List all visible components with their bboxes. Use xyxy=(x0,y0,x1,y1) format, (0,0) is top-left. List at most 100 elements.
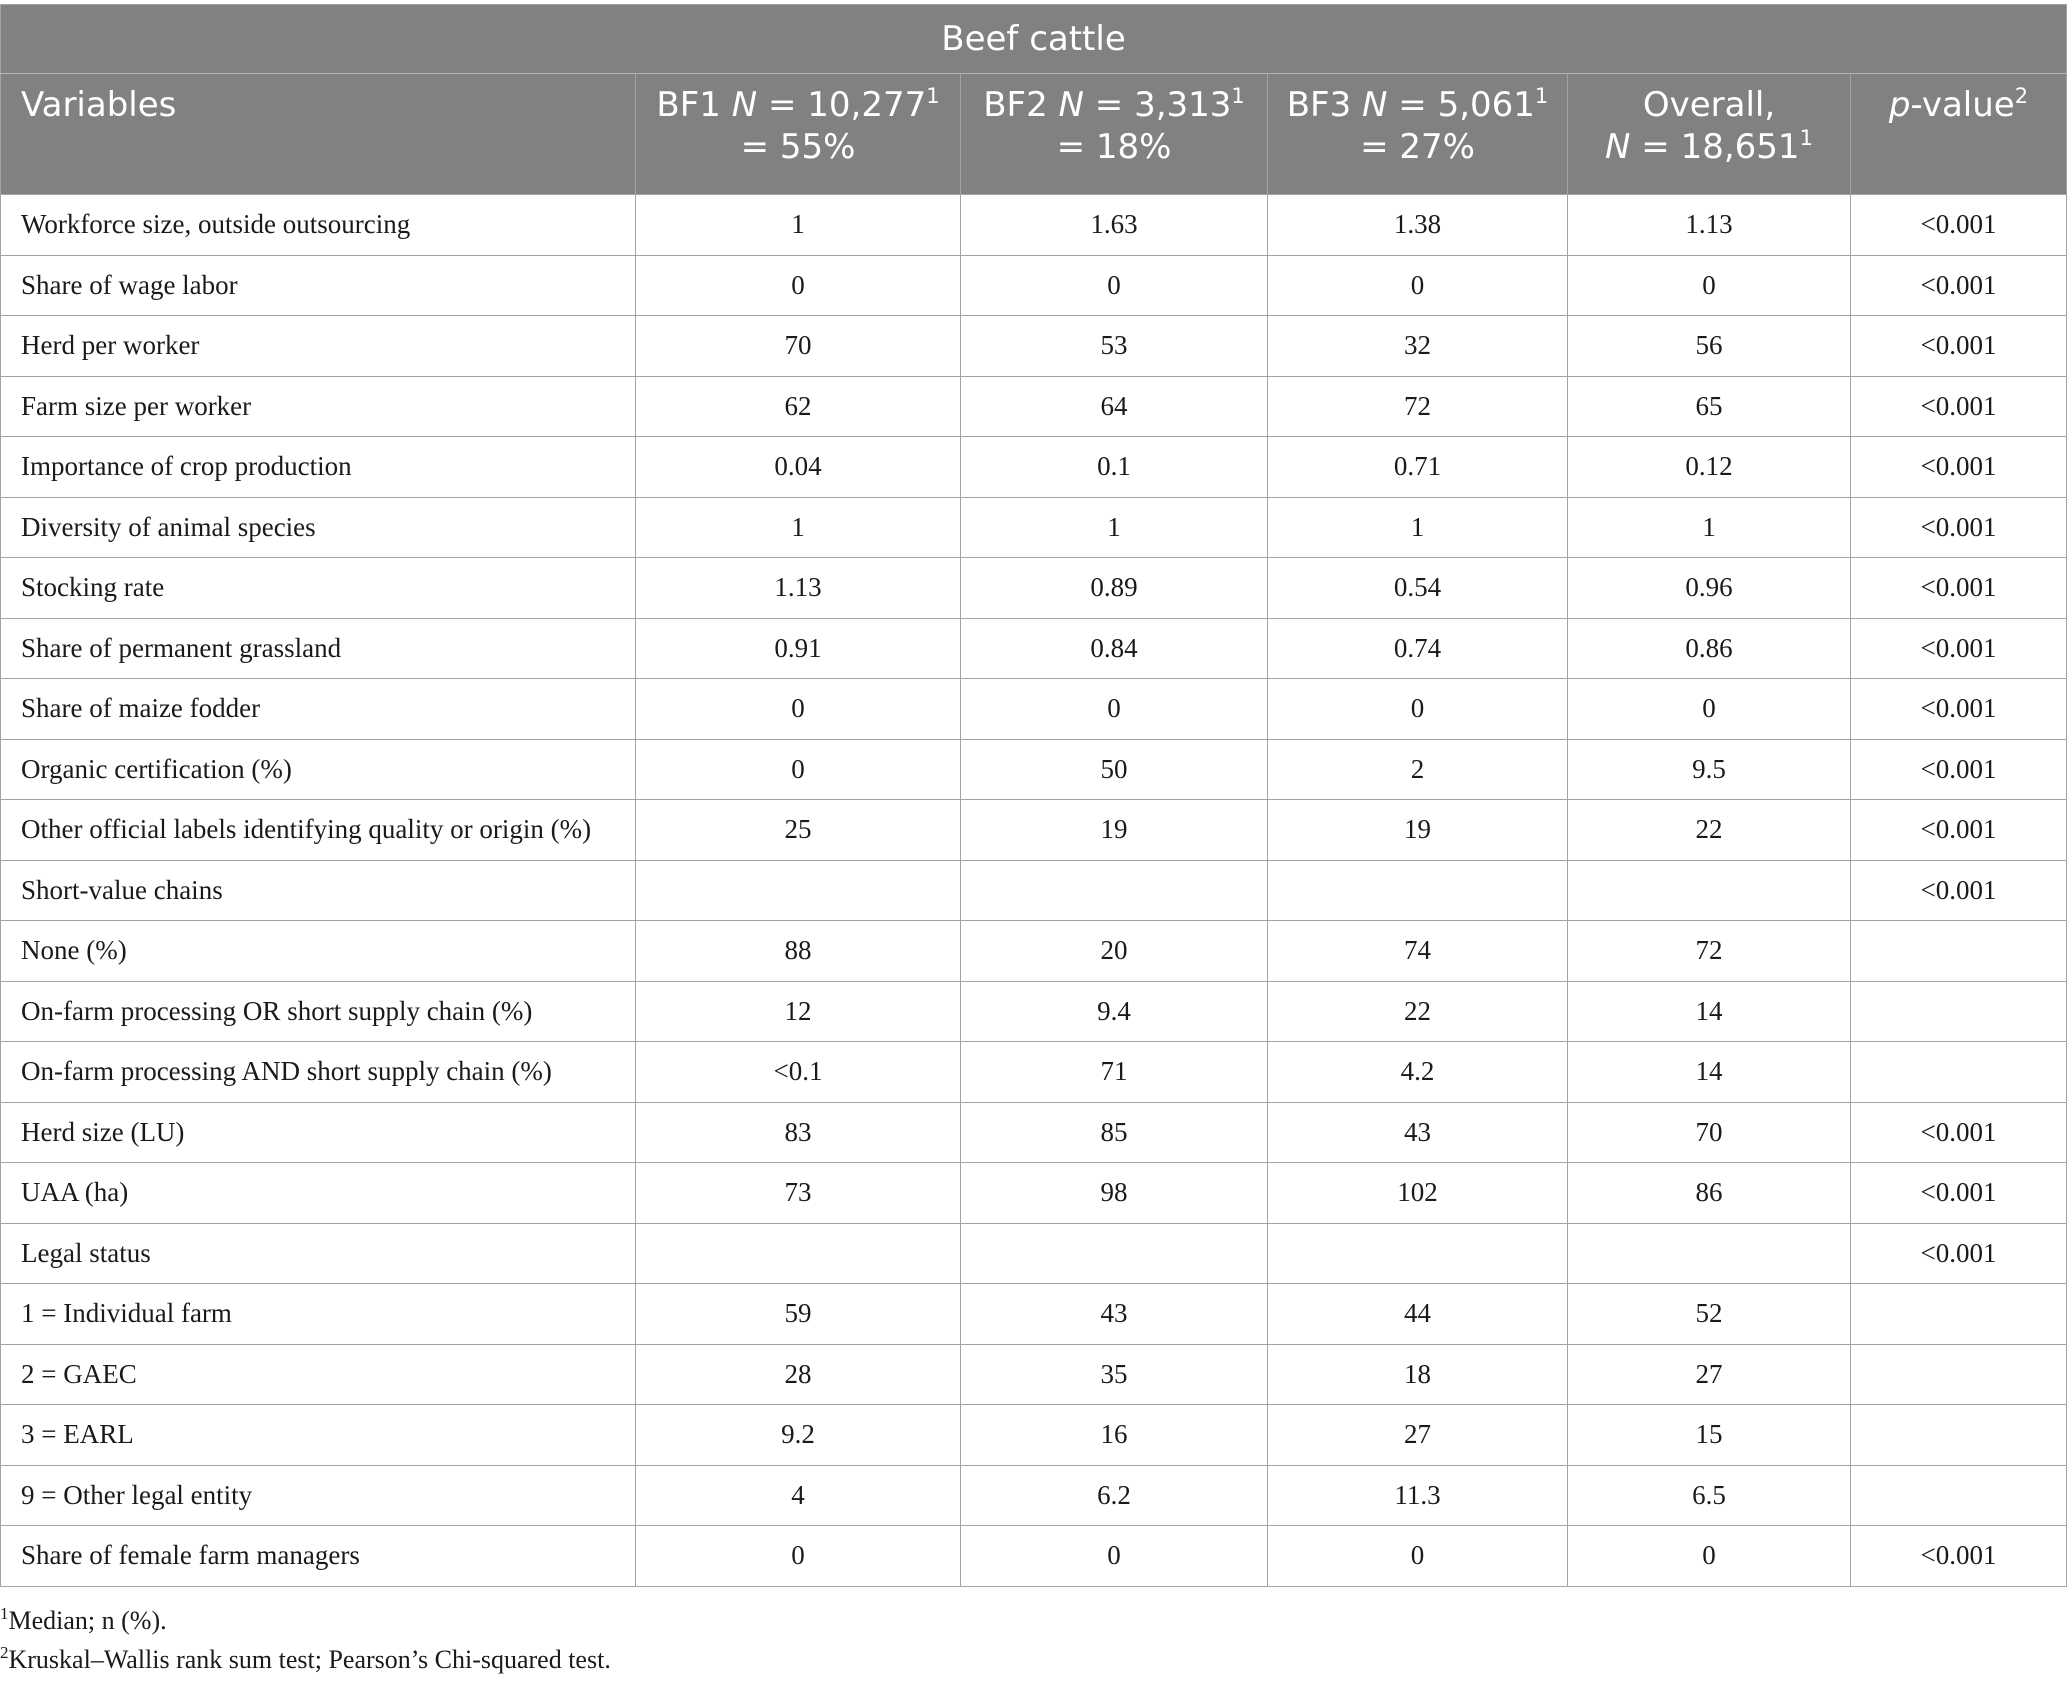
table-row: Share of female farm managers 0 0 0 0 <0.001 xyxy=(0,1525,2067,1587)
cell-bf1: 0 xyxy=(635,738,961,800)
row-label: Share of maize fodder xyxy=(0,678,636,740)
row-label: None (%) xyxy=(0,920,636,982)
cell-bf2: 0 xyxy=(960,678,1268,740)
footnote-mark: 2 xyxy=(0,1643,9,1662)
cell-bf2: 50 xyxy=(960,738,1268,800)
cell-bf3: 44 xyxy=(1267,1283,1568,1345)
cell-bf3: 74 xyxy=(1267,920,1568,982)
row-label: Share of female farm managers xyxy=(0,1525,636,1587)
table-row: Farm size per worker 62 64 72 65 <0.001 xyxy=(0,375,2067,437)
cell-bf2: 19 xyxy=(960,799,1268,861)
cell-overall: 72 xyxy=(1567,920,1851,982)
table-row: Organic certification (%) 0 50 2 9.5 <0.001 xyxy=(0,738,2067,800)
cell-p-value: <0.001 xyxy=(1850,738,2067,800)
cell-bf1: 25 xyxy=(635,799,961,861)
cell-overall: 14 xyxy=(1567,1041,1851,1103)
cell-bf3: 72 xyxy=(1267,375,1568,437)
cell-overall: 52 xyxy=(1567,1283,1851,1345)
table-row: Herd per worker 70 53 32 56 <0.001 xyxy=(0,315,2067,377)
cell-bf3: 18 xyxy=(1267,1343,1568,1405)
header-p-value: p-value2 xyxy=(1850,73,2067,195)
row-label: Herd per worker xyxy=(0,315,636,377)
table-row: Stocking rate 1.13 0.89 0.54 0.96 <0.001 xyxy=(0,557,2067,619)
table-row: Legal status <0.001 xyxy=(0,1222,2067,1284)
table-row: Importance of crop production 0.04 0.1 0.71… xyxy=(0,436,2067,498)
cell-bf3: 19 xyxy=(1267,799,1568,861)
cell-p-value xyxy=(1850,1283,2067,1345)
cell-bf1: 88 xyxy=(635,920,961,982)
cell-bf2: 0 xyxy=(960,254,1268,316)
cell-bf3: 102 xyxy=(1267,1162,1568,1224)
cell-bf3: 32 xyxy=(1267,315,1568,377)
footnote-1: 1Median; n (%). xyxy=(0,1604,167,1636)
row-label: Herd size (LU) xyxy=(0,1101,636,1163)
cell-bf3: 0.74 xyxy=(1267,617,1568,679)
cell-p-value xyxy=(1850,920,2067,982)
cell-overall: 0 xyxy=(1567,1525,1851,1587)
table-row: Share of permanent grassland 0.91 0.84 0.74… xyxy=(0,617,2067,679)
cell-bf2: 71 xyxy=(960,1041,1268,1103)
cell-bf1: 28 xyxy=(635,1343,961,1405)
cell-overall: 14 xyxy=(1567,980,1851,1042)
cell-p-value: <0.001 xyxy=(1850,557,2067,619)
cell-p-value: <0.001 xyxy=(1850,799,2067,861)
row-label: Stocking rate xyxy=(0,557,636,619)
cell-bf1: 73 xyxy=(635,1162,961,1224)
table-container: Beef cattle Variables BF1 N = 10,2771 = 5… xyxy=(0,4,2067,1587)
cell-overall: 0 xyxy=(1567,254,1851,316)
row-label: Legal status xyxy=(0,1222,636,1284)
cell-bf2: 0 xyxy=(960,1525,1268,1587)
footnote-text: Median; n (%). xyxy=(8,1606,167,1635)
table-row: 9 = Other legal entity 4 6.2 11.3 6.5 xyxy=(0,1464,2067,1526)
row-label: Workforce size, outside outsourcing xyxy=(0,194,636,256)
table-row: Share of maize fodder 0 0 0 0 <0.001 xyxy=(0,678,2067,740)
cell-bf3 xyxy=(1267,859,1568,921)
cell-bf1 xyxy=(635,859,961,921)
cell-bf2: 9.4 xyxy=(960,980,1268,1042)
cell-overall xyxy=(1567,1222,1851,1284)
footnote-text: Kruskal–Wallis rank sum test; Pearson’s … xyxy=(8,1645,611,1674)
cell-bf2 xyxy=(960,859,1268,921)
cell-bf3: 0.54 xyxy=(1267,557,1568,619)
row-label: Other official labels identifying qualit… xyxy=(0,799,636,861)
cell-bf2: 6.2 xyxy=(960,1464,1268,1526)
row-label: Importance of crop production xyxy=(0,436,636,498)
row-label: 2 = GAEC xyxy=(0,1343,636,1405)
table-row: Diversity of animal species 1 1 1 1 <0.001 xyxy=(0,496,2067,558)
cell-p-value: <0.001 xyxy=(1850,859,2067,921)
cell-bf3: 0 xyxy=(1267,678,1568,740)
row-label: 9 = Other legal entity xyxy=(0,1464,636,1526)
cell-bf2 xyxy=(960,1222,1268,1284)
cell-bf3: 0.71 xyxy=(1267,436,1568,498)
row-label: UAA (ha) xyxy=(0,1162,636,1224)
cell-p-value: <0.001 xyxy=(1850,436,2067,498)
cell-bf3 xyxy=(1267,1222,1568,1284)
cell-p-value: <0.001 xyxy=(1850,254,2067,316)
cell-bf2: 20 xyxy=(960,920,1268,982)
cell-overall: 0.96 xyxy=(1567,557,1851,619)
cell-bf2: 85 xyxy=(960,1101,1268,1163)
cell-overall: 6.5 xyxy=(1567,1464,1851,1526)
table-row: 3 = EARL 9.2 16 27 15 xyxy=(0,1404,2067,1466)
table-row: Herd size (LU) 83 85 43 70 <0.001 xyxy=(0,1101,2067,1163)
cell-bf1: 9.2 xyxy=(635,1404,961,1466)
header-bf3: BF3 N = 5,0611 = 27% xyxy=(1267,73,1568,195)
row-label: 3 = EARL xyxy=(0,1404,636,1466)
header-variables: Variables xyxy=(0,73,636,195)
table-row: UAA (ha) 73 98 102 86 <0.001 xyxy=(0,1162,2067,1224)
cell-bf1: 1 xyxy=(635,194,961,256)
cell-bf2: 16 xyxy=(960,1404,1268,1466)
footnote-mark: 1 xyxy=(0,1604,9,1623)
cell-bf1: 1.13 xyxy=(635,557,961,619)
cell-overall: 27 xyxy=(1567,1343,1851,1405)
cell-bf1: 0.91 xyxy=(635,617,961,679)
cell-overall: 22 xyxy=(1567,799,1851,861)
table-row: Workforce size, outside outsourcing 1 1.63… xyxy=(0,194,2067,256)
table-row: None (%) 88 20 74 72 xyxy=(0,920,2067,982)
table-row: 2 = GAEC 28 35 18 27 xyxy=(0,1343,2067,1405)
cell-overall: 0.12 xyxy=(1567,436,1851,498)
cell-bf1: 12 xyxy=(635,980,961,1042)
cell-overall: 1 xyxy=(1567,496,1851,558)
cell-overall: 9.5 xyxy=(1567,738,1851,800)
cell-bf3: 43 xyxy=(1267,1101,1568,1163)
